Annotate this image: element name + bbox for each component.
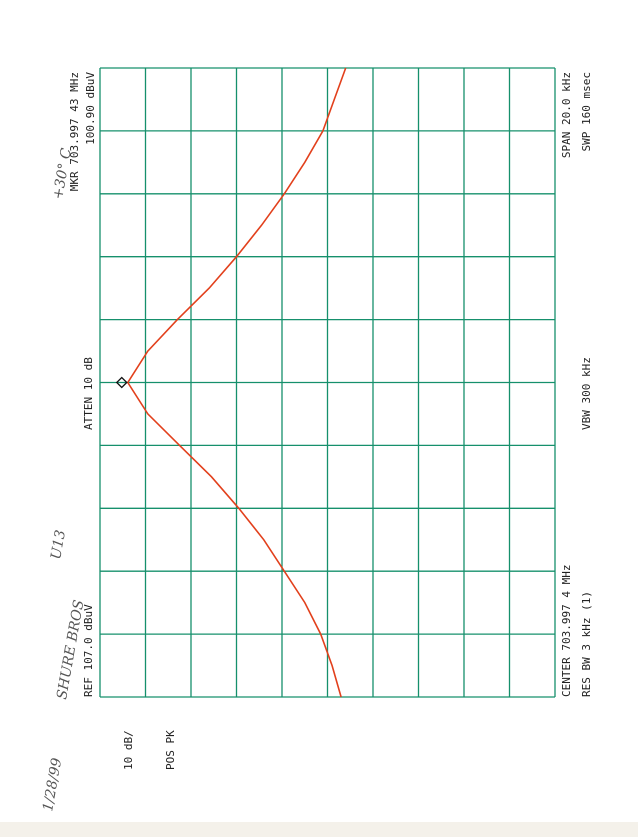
handwritten-date: 1/28/99 bbox=[40, 757, 65, 813]
video-bw: VBW 300 kHz bbox=[580, 357, 593, 430]
trace-line bbox=[126, 67, 347, 698]
handwritten-model: U13 bbox=[48, 529, 69, 561]
grid bbox=[99, 67, 556, 698]
attenuation: ATTEN 10 dB bbox=[82, 357, 95, 430]
marker-frequency: MKR 703.997 43 MHz bbox=[68, 72, 81, 191]
span: SPAN 20.0 kHz bbox=[560, 72, 573, 158]
resolution-bw: RES BW 3 kHz (1) bbox=[580, 591, 593, 697]
sheet-edge bbox=[0, 822, 638, 837]
marker-level: 100.90 dBuV bbox=[84, 72, 97, 145]
sweep-time: SWP 160 msec bbox=[580, 72, 593, 151]
trace-layer bbox=[115, 67, 347, 698]
detector: POS PK bbox=[164, 730, 177, 770]
scale-per-div: 10 dB/ bbox=[122, 730, 135, 770]
ref-level: REF 107.0 dBuV bbox=[82, 604, 95, 697]
center-frequency: CENTER 703.997 4 MHz bbox=[560, 565, 573, 697]
marker-diamond bbox=[115, 376, 128, 389]
